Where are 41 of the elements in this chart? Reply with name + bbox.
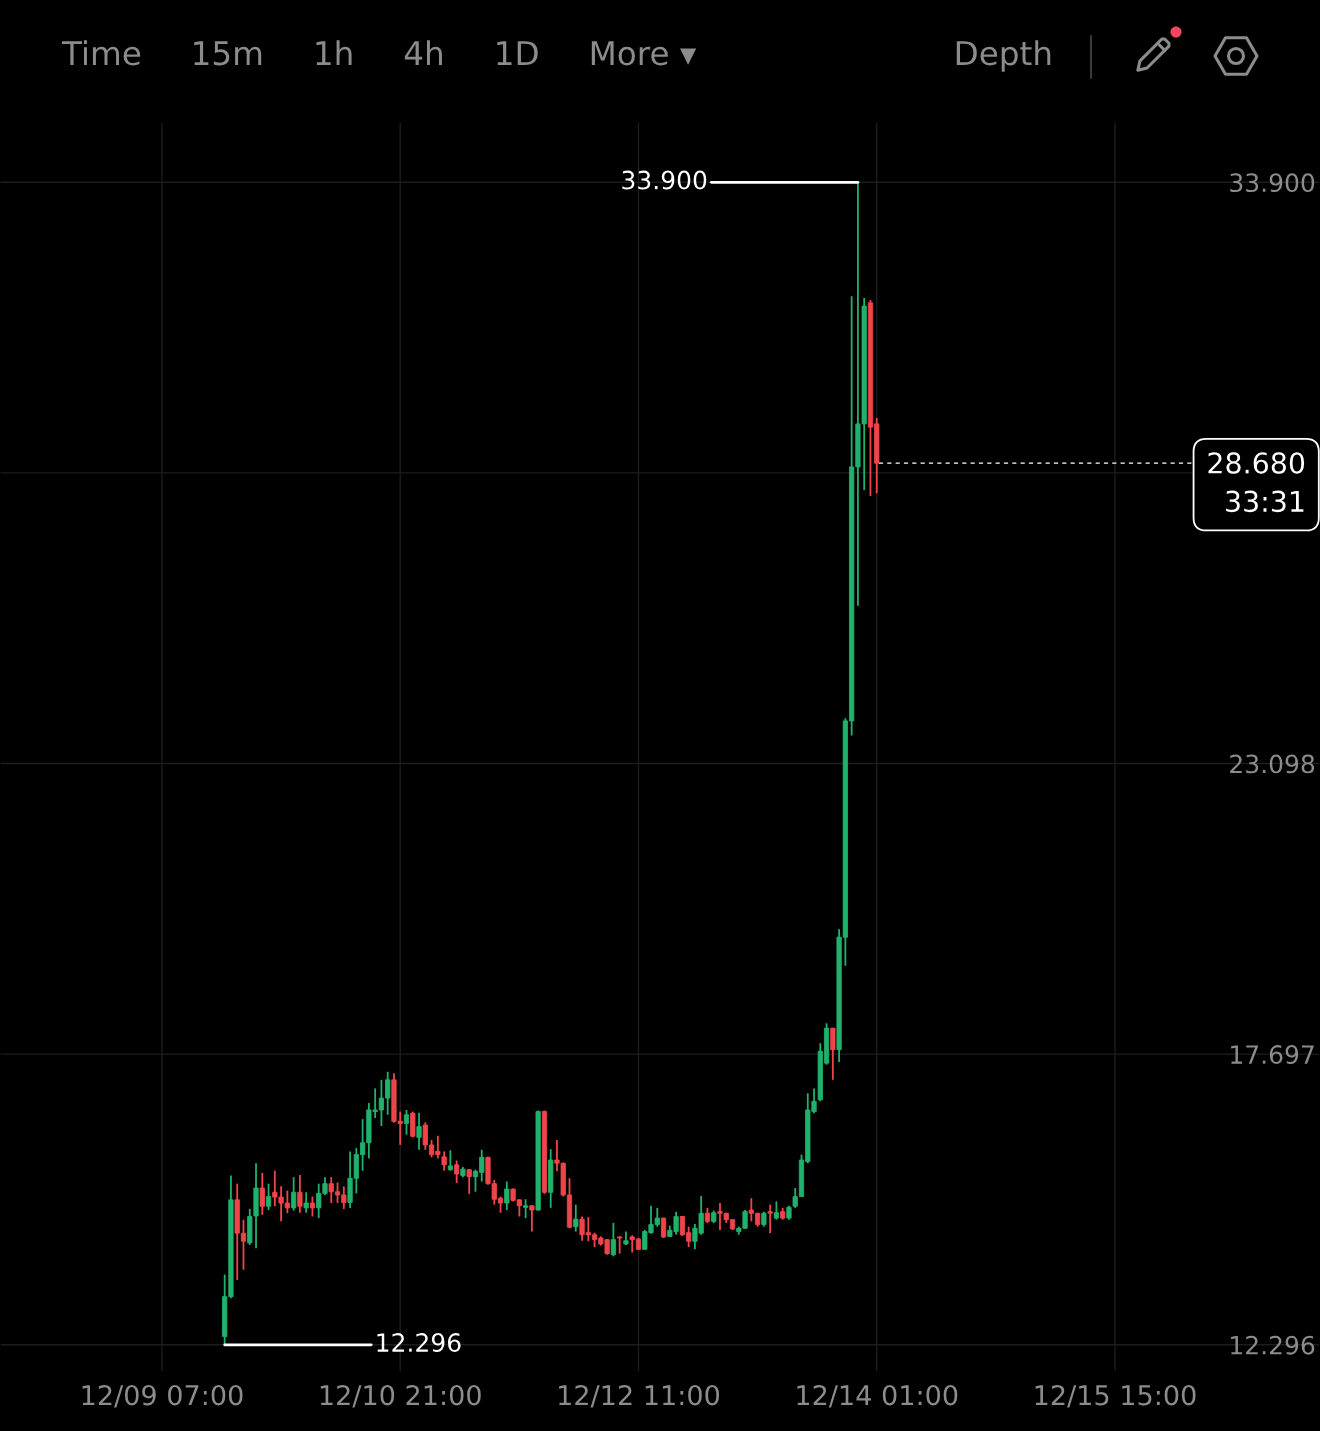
y-tick-label: 17.697 bbox=[1231, 1045, 1314, 1064]
candlestick bbox=[403, 1109, 410, 1136]
y-tick-label: 33.900 bbox=[1230, 173, 1315, 193]
candlestick bbox=[773, 1200, 780, 1221]
candlestick bbox=[529, 1204, 535, 1233]
annotation: 12.296 bbox=[377, 1333, 461, 1353]
x-tick-label: 12/12 11:00 bbox=[559, 1384, 720, 1408]
text: 4h bbox=[404, 40, 442, 66]
x-tick-label: 12/15 15:00 bbox=[1035, 1384, 1196, 1408]
x-tick-label: 12/10 21:00 bbox=[320, 1384, 481, 1408]
text: 15m bbox=[194, 41, 262, 66]
candlestick bbox=[466, 1168, 472, 1195]
text: 1D bbox=[497, 41, 538, 66]
text: Depth bbox=[956, 40, 1051, 72]
candlestick bbox=[259, 1171, 265, 1216]
candlestick bbox=[504, 1180, 510, 1211]
candlestick bbox=[617, 1235, 623, 1255]
candlestick bbox=[454, 1159, 460, 1185]
text: 1h bbox=[316, 40, 352, 66]
candlestick bbox=[410, 1110, 416, 1139]
candlestick bbox=[830, 1027, 836, 1081]
y-tick-label: 23.098 bbox=[1230, 754, 1315, 774]
x-tick-label: 12/09 07:00 bbox=[82, 1384, 243, 1408]
candlestick bbox=[767, 1203, 773, 1235]
candlestick bbox=[309, 1195, 316, 1218]
x-tick-label: 12/14 01:00 bbox=[797, 1384, 958, 1408]
annotation: 33.900 bbox=[622, 170, 707, 190]
text: Time bbox=[61, 40, 141, 66]
text: More ▾ bbox=[591, 41, 697, 66]
y-tick-label: 12.296 bbox=[1231, 1335, 1315, 1355]
candlestick bbox=[291, 1176, 297, 1212]
candlestick bbox=[610, 1222, 617, 1258]
candlestick bbox=[573, 1203, 579, 1233]
candlestick bbox=[416, 1111, 422, 1151]
candlestick bbox=[447, 1149, 453, 1172]
candlestick bbox=[523, 1198, 529, 1220]
candlestick bbox=[297, 1174, 303, 1214]
candlestick bbox=[303, 1191, 309, 1214]
candlestick bbox=[441, 1150, 447, 1172]
ref-line-label: 28.680 33:31 bbox=[1208, 452, 1305, 513]
candlestick bbox=[265, 1182, 272, 1211]
